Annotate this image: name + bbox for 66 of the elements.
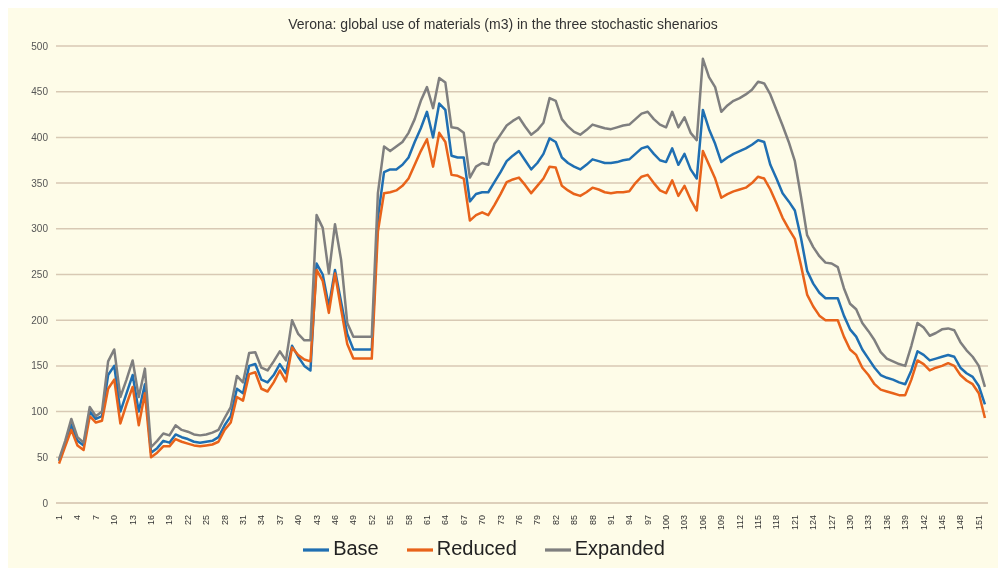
x-tick-label: 52 bbox=[366, 515, 377, 526]
x-tick-label: 112 bbox=[734, 515, 745, 530]
x-tick-label: 55 bbox=[385, 515, 396, 526]
x-tick-label: 34 bbox=[256, 515, 267, 526]
x-tick-label: 25 bbox=[201, 515, 212, 526]
x-tick-label: 37 bbox=[274, 515, 285, 526]
x-tick-label: 43 bbox=[311, 515, 322, 526]
x-tick-label: 70 bbox=[477, 515, 488, 526]
x-tick-label: 94 bbox=[624, 515, 635, 526]
y-tick-label: 250 bbox=[31, 269, 49, 281]
x-tick-label: 64 bbox=[440, 515, 451, 526]
x-tick-label: 115 bbox=[753, 515, 764, 530]
x-tick-label: 136 bbox=[881, 515, 892, 531]
x-tick-label: 1 bbox=[54, 515, 65, 521]
x-tick-label: 145 bbox=[937, 515, 948, 531]
x-tick-label: 31 bbox=[238, 515, 249, 526]
legend-label: Reduced bbox=[436, 537, 517, 560]
y-tick-label: 50 bbox=[36, 451, 49, 463]
x-tick-label: 139 bbox=[900, 515, 911, 531]
x-tick-label: 91 bbox=[605, 515, 616, 526]
x-tick-label: 28 bbox=[219, 515, 230, 526]
x-tick-label: 127 bbox=[826, 515, 837, 531]
y-tick-label: 200 bbox=[31, 314, 49, 326]
x-tick-label: 40 bbox=[293, 515, 304, 526]
x-tick-label: 79 bbox=[532, 515, 543, 526]
x-tick-label: 67 bbox=[458, 515, 469, 526]
legend-label: Expanded bbox=[574, 537, 665, 560]
x-tick-label: 130 bbox=[845, 515, 856, 531]
x-tick-label: 88 bbox=[587, 515, 598, 526]
x-tick-label: 16 bbox=[146, 515, 157, 526]
x-tick-label: 97 bbox=[642, 515, 653, 526]
x-tick-label: 19 bbox=[164, 515, 175, 526]
x-tick-label: 133 bbox=[863, 515, 874, 531]
x-tick-label: 85 bbox=[569, 515, 580, 526]
x-tick-label: 148 bbox=[955, 515, 966, 531]
y-tick-label: 450 bbox=[31, 86, 49, 98]
legend-label: Base bbox=[333, 537, 379, 560]
x-tick-label: 13 bbox=[127, 515, 138, 526]
y-tick-label: 500 bbox=[31, 40, 49, 52]
y-tick-label: 0 bbox=[42, 497, 49, 509]
y-tick-label: 100 bbox=[31, 406, 49, 418]
x-tick-label: 58 bbox=[403, 515, 414, 526]
x-tick-label: 82 bbox=[550, 515, 561, 526]
x-tick-label: 7 bbox=[90, 515, 101, 521]
y-tick-label: 350 bbox=[31, 177, 49, 189]
y-tick-label: 150 bbox=[31, 360, 49, 372]
x-tick-label: 49 bbox=[348, 515, 359, 526]
y-tick-label: 400 bbox=[31, 131, 49, 143]
x-tick-label: 103 bbox=[679, 515, 690, 531]
x-tick-label: 61 bbox=[421, 515, 432, 526]
x-tick-label: 4 bbox=[72, 515, 83, 521]
x-tick-label: 10 bbox=[109, 515, 120, 526]
x-tick-label: 109 bbox=[716, 515, 727, 531]
x-tick-label: 106 bbox=[697, 515, 708, 531]
x-tick-label: 121 bbox=[789, 515, 800, 531]
chart-title: Verona: global use of materials (m3) in the three stochastic shenarios bbox=[287, 15, 719, 34]
x-tick-label: 100 bbox=[661, 515, 672, 531]
y-tick-label: 300 bbox=[31, 223, 49, 235]
x-tick-label: 46 bbox=[329, 515, 340, 526]
x-tick-label: 73 bbox=[495, 515, 506, 526]
x-tick-label: 124 bbox=[808, 515, 819, 531]
x-tick-label: 76 bbox=[513, 515, 524, 526]
x-tick-label: 118 bbox=[771, 515, 782, 530]
x-tick-label: 142 bbox=[918, 515, 929, 531]
x-tick-label: 22 bbox=[182, 515, 193, 526]
x-tick-label: 151 bbox=[973, 515, 984, 531]
